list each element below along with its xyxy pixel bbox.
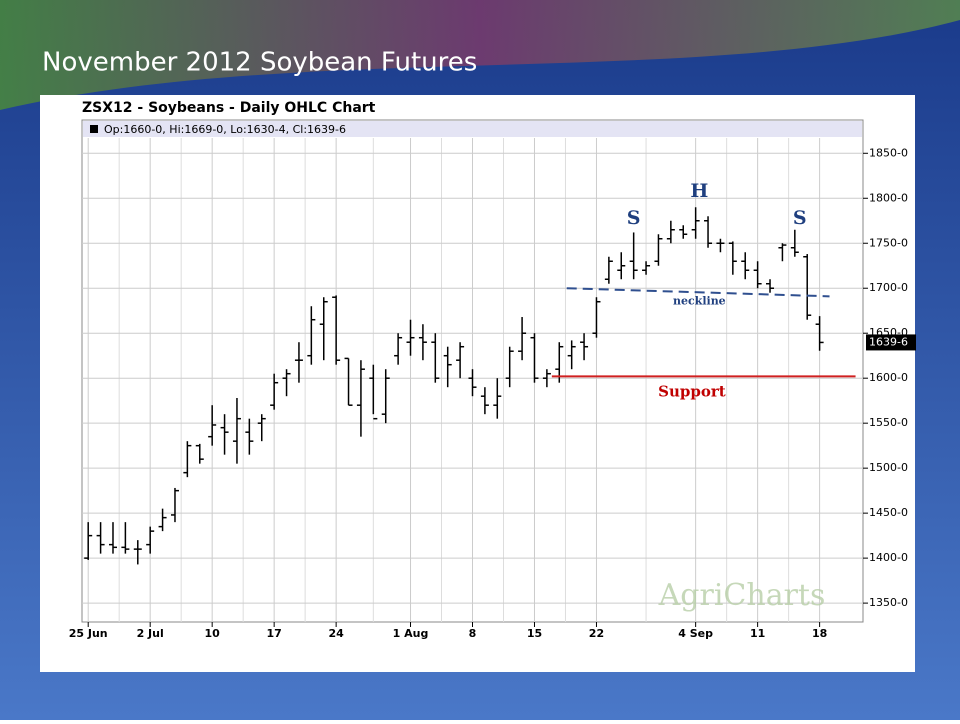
- x-tick-label: 18: [812, 627, 827, 640]
- x-tick-label: 24: [328, 627, 344, 640]
- y-tick-label: 1450-0: [869, 506, 908, 519]
- y-tick-label: 1750-0: [869, 236, 908, 249]
- annotation: neckline: [673, 295, 726, 308]
- y-tick-label: 1550-0: [869, 416, 908, 429]
- x-tick-label: 4 Sep: [678, 627, 713, 640]
- x-tick-label: 17: [266, 627, 281, 640]
- plot: 25 Jun 2 Jul 10 17 24 1 Aug 8 15 22 4 Sep 11 18 1350…: [69, 138, 916, 640]
- slide-title: November 2012 Soybean Futures: [42, 48, 477, 78]
- legend-swatch: [90, 125, 98, 133]
- annotation: S: [627, 207, 641, 229]
- x-tick-label: 10: [205, 627, 221, 640]
- y-tick-label: 1350-0: [869, 596, 908, 609]
- neckline: [566, 287, 830, 298]
- y-tick-label: 1800-0: [869, 191, 908, 204]
- x-tick-label: 8: [469, 627, 477, 640]
- annotation: H: [690, 180, 708, 202]
- x-tick-label: 15: [527, 627, 542, 640]
- last-price-label: 1639-6: [869, 335, 908, 348]
- y-tick-label: 1850-0: [869, 146, 908, 159]
- x-tick-label: 11: [750, 627, 765, 640]
- legend-text: Op:1660-0, Hi:1669-0, Lo:1630-4, Cl:1639…: [104, 123, 346, 136]
- chart-title: ZSX12 - Soybeans - Daily OHLC Chart: [82, 100, 376, 116]
- x-tick-label: 25 Jun: [69, 627, 108, 640]
- y-tick-label: 1700-0: [869, 281, 908, 294]
- y-tick-label: 1600-0: [869, 371, 908, 384]
- legend-bar: [83, 121, 862, 137]
- x-tick-label: 22: [589, 627, 604, 640]
- swoosh: [0, 0, 960, 110]
- last-price-box: [866, 334, 916, 351]
- x-tick-label: 2 Jul: [137, 627, 164, 640]
- y-tick-label: 1400-0: [869, 551, 908, 564]
- x-tick-label: 1 Aug: [393, 627, 429, 640]
- y-tick-label: 1500-0: [869, 461, 908, 474]
- watermark: AgriCharts: [658, 578, 826, 613]
- annotation: Support: [658, 383, 726, 401]
- annotation: S: [793, 207, 807, 229]
